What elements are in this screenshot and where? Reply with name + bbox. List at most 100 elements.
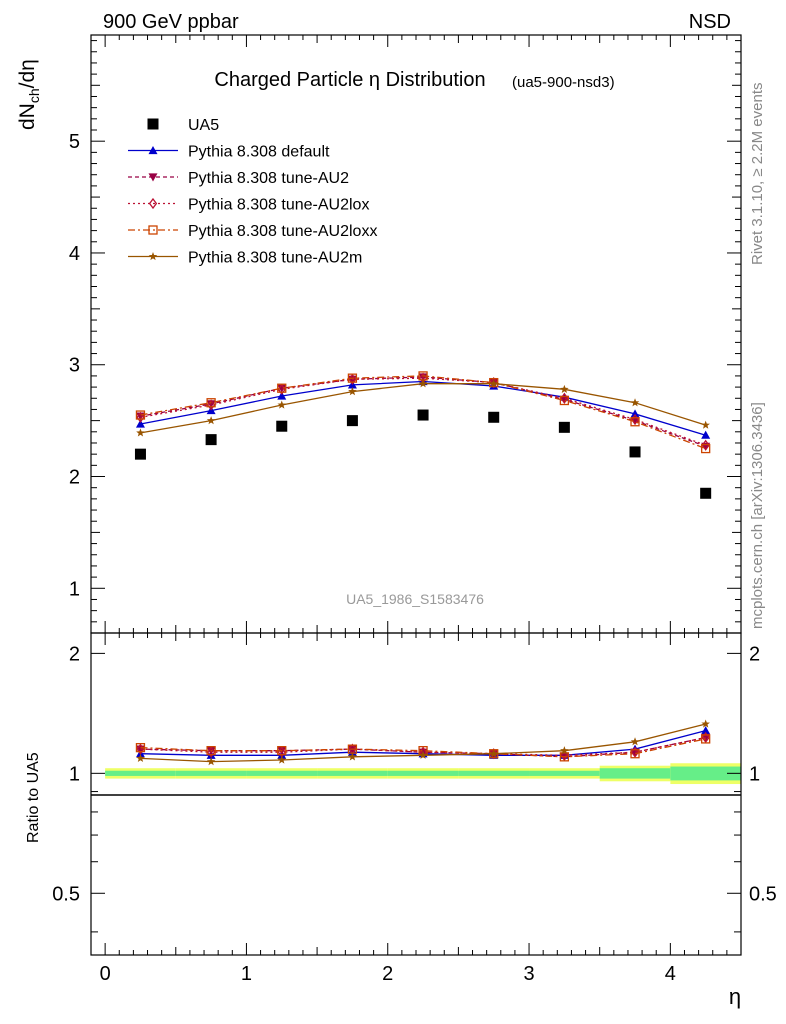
ratio-data-point (630, 746, 640, 758)
data-point (206, 399, 216, 411)
uncertainty-band-inner (317, 770, 388, 776)
data-point (488, 411, 500, 423)
legend-marker (148, 197, 158, 210)
ratio-frame (90, 632, 742, 956)
series-line (140, 380, 706, 436)
y-tick-label-right: 0.5 (749, 883, 777, 905)
y-tick-label: 2 (69, 643, 80, 665)
data-point (206, 398, 216, 408)
watermark: UA5_1986_S1583476 (346, 591, 484, 607)
uncertainty-band-inner (246, 770, 318, 776)
uncertainty-band-inner (599, 768, 671, 779)
ratio-data-point (136, 753, 145, 763)
data-point (135, 419, 145, 428)
data-point (277, 384, 287, 393)
ratio-data-point (348, 752, 357, 761)
data-point (489, 379, 498, 388)
rivet-label: Rivet 3.1.10, ≥ 2.2M events (749, 83, 766, 266)
series-line (140, 375, 706, 450)
header-left: 900 GeV ppbar (103, 11, 239, 33)
data-point (559, 395, 570, 406)
data-point (134, 448, 146, 460)
y-tick-label-right: 1 (749, 763, 760, 785)
legend-label: Pythia 8.308 tune-AU2loxx (188, 223, 377, 240)
main-panel: 1 2 3 4 5 Charged Particle η Distribution (u… (16, 34, 742, 634)
data-point (136, 428, 145, 437)
ratio-y-tick-labels: 0.5 0.5 1 1 2 2 (52, 643, 777, 905)
ratio-ticks (91, 633, 742, 955)
series-line (140, 377, 706, 446)
x-tick-label: 0 (100, 963, 111, 985)
y-tick-label: 2 (69, 467, 80, 489)
legend-label: UA5 (188, 117, 219, 134)
legend: UA5 Pythia 8.308 default Pythia 8.308 tune… (128, 117, 377, 267)
uncertainty-band-inner (529, 770, 600, 776)
ratio-data-point (206, 746, 216, 758)
ratio-data-point (701, 719, 710, 728)
ratio-data-point (701, 734, 711, 744)
ratio-data-point (418, 750, 428, 759)
legend-label: Pythia 8.308 tune-AU2m (188, 250, 362, 267)
main-subtitle: (ua5-900-nsd3) (512, 74, 615, 91)
ratio-data-point (701, 731, 710, 744)
series-line (140, 376, 706, 447)
y-tick-label: 1 (69, 763, 80, 785)
data-point (135, 410, 146, 420)
data-point (205, 434, 217, 446)
data-point (558, 421, 570, 433)
data-point (348, 387, 357, 396)
data-point (347, 373, 358, 383)
ratio-data-point (206, 746, 216, 756)
ratio-data-point (559, 752, 570, 762)
ratio-data-point (630, 749, 640, 759)
data-point (417, 409, 429, 421)
x-tick-label: 3 (523, 963, 534, 985)
data-point (701, 439, 710, 451)
data-point (277, 391, 287, 400)
y-tick-label: 3 (69, 355, 80, 377)
ratio-data-point (701, 726, 711, 735)
main-y-axis-label: dNch/dη (16, 59, 42, 130)
uncertainty-band-inner (458, 770, 530, 776)
ratio-data-point (277, 746, 287, 756)
x-tick-label: 1 (241, 963, 252, 985)
main-y-tick-labels: 1 2 3 4 5 (69, 131, 80, 600)
data-point (701, 420, 710, 429)
x-tick-labels: 0 1 2 3 4 (100, 963, 676, 985)
ratio-series (135, 719, 711, 766)
legend-marker (148, 146, 158, 155)
legend-marker (147, 118, 159, 130)
ratio-series-line (140, 738, 706, 758)
y-tick-label: 0.5 (52, 883, 80, 905)
ratio-data-point (277, 755, 287, 764)
x-tick-label: 4 (665, 963, 676, 985)
ratio-data-point (630, 737, 640, 746)
ratio-data-point (560, 746, 569, 755)
data-point (701, 430, 711, 439)
data-point (560, 384, 569, 393)
y-tick-label: 4 (69, 243, 80, 265)
mcplots-label: mcplots.cern.ch [arXiv:1306.3436] (749, 402, 766, 629)
ratio-data-point (135, 742, 146, 753)
data-point (630, 398, 640, 407)
ratio-data-point (206, 757, 216, 766)
legend-marker (148, 252, 158, 261)
data-point (277, 383, 287, 393)
data-point (136, 411, 145, 423)
ratio-data-point (489, 749, 498, 758)
uncertainty-band-inner (175, 770, 247, 776)
uncertainty-band-inner (105, 770, 176, 776)
main-series (134, 371, 712, 499)
ratio-bands (105, 763, 741, 785)
data-point (700, 487, 712, 499)
legend-marker (148, 173, 158, 182)
data-point (629, 446, 641, 458)
main-ticks (91, 35, 742, 633)
header-right: NSD (689, 11, 731, 33)
data-point (701, 443, 711, 454)
main-title: Charged Particle η Distribution (214, 69, 485, 91)
x-axis-label: η (729, 984, 741, 1009)
data-point (418, 379, 428, 388)
data-point (276, 420, 288, 432)
